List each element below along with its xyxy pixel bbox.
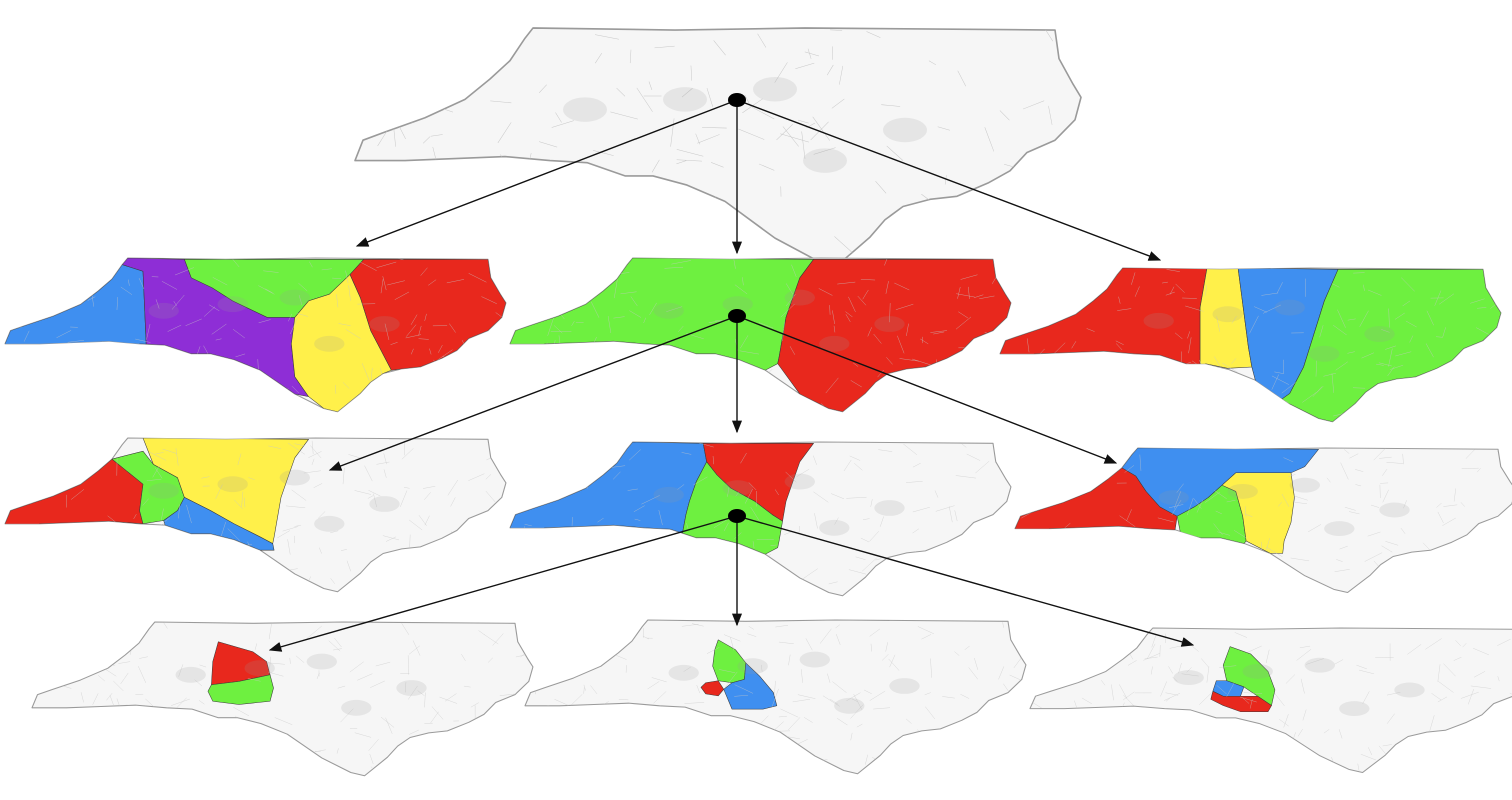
state-outline [31, 621, 534, 777]
split-b-hub-arrow-3 [736, 315, 1118, 464]
partition-map-split-b [509, 257, 1012, 413]
district-green [1275, 269, 1501, 422]
district-blue [510, 442, 707, 575]
split-b-hub-arrow-1 [328, 315, 738, 471]
district-red [777, 259, 1011, 412]
district-red [5, 450, 144, 571]
district-green [682, 461, 783, 555]
state-outline [354, 27, 1082, 267]
split-b-hub [728, 309, 746, 323]
partition-map-split-b2b [524, 619, 1027, 775]
partition-map-split-a [4, 257, 507, 413]
partition-map-split-b2 [509, 441, 1012, 597]
district-green [207, 674, 274, 705]
partition-map-split-b2c [1029, 627, 1512, 774]
root-hub-arrow-3 [736, 99, 1162, 261]
partition-map-split-b3 [1014, 447, 1512, 594]
district-yellow [1221, 472, 1295, 554]
root-hub-arrow-1 [355, 99, 738, 247]
split-b2-hub-arrow-3 [736, 515, 1195, 647]
district-blue [723, 662, 778, 710]
district-red [1210, 690, 1272, 712]
split-b2-hub [728, 509, 746, 523]
partition-map-split-c [999, 267, 1502, 423]
district-red [700, 680, 724, 697]
root-hub [728, 93, 746, 107]
root-state-map [354, 27, 1082, 267]
district-red [1000, 268, 1208, 401]
district-green [510, 258, 814, 412]
partition-map-split-b2a [31, 621, 534, 777]
partition-map-split-b1 [4, 437, 507, 593]
split-b2-hub-arrow-1 [268, 515, 738, 652]
